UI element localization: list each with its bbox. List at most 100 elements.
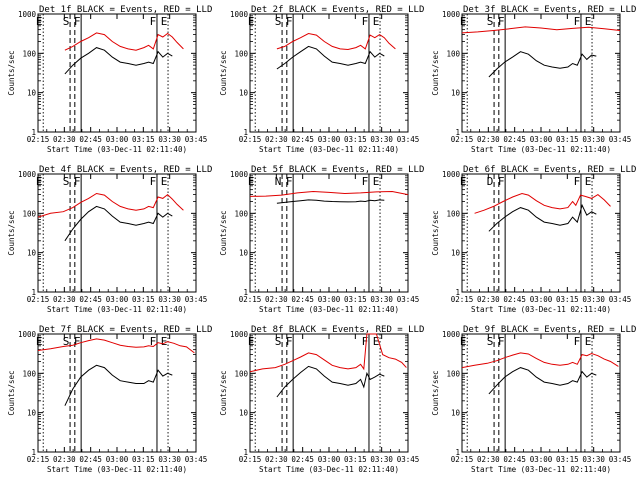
panel-7-ytick-label: 1000 — [18, 330, 37, 339]
panel-3-marker-label: E — [585, 15, 592, 28]
panel-1-title: Det 1f BLACK = Events, RED = LLD — [39, 5, 212, 15]
panel-1-xtick-label: 03:00 — [106, 135, 129, 144]
panel-6-marker-label: D — [487, 175, 494, 188]
panel-5-marker-label: F — [362, 175, 369, 188]
panel-6-events-line — [488, 203, 597, 232]
panel-8-xtick-label: 03:00 — [318, 455, 341, 464]
panel-6-marker-label: E — [585, 175, 592, 188]
panel-4-marker-label: F — [150, 175, 157, 188]
panel-7-xtick-label: 03:45 — [185, 455, 208, 464]
panel-3-xtick-label: 03:15 — [556, 135, 579, 144]
panel-7-ylabel: Counts/sec — [7, 370, 16, 415]
panel-1-ylabel: Counts/sec — [7, 50, 16, 95]
panel-4-ytick-label: 1 — [31, 288, 36, 297]
panel-2-marker-label: E — [373, 15, 380, 28]
panel-1-xtick-label: 03:30 — [158, 135, 181, 144]
panel-5-ytick-label: 1000 — [230, 170, 249, 179]
panel-6-marker-label: F — [498, 175, 505, 188]
panel-4-ytick-label: 100 — [22, 209, 36, 218]
panel-3-ylabel: Counts/sec — [431, 50, 440, 95]
panel-7-xtick-label: 02:45 — [79, 455, 102, 464]
panel-6-xtick-label: 03:45 — [609, 295, 632, 304]
panel-7-ytick-label: 100 — [22, 369, 36, 378]
panel-3-ytick-label: 1 — [455, 128, 460, 137]
panel-4-ytick-label: 1000 — [18, 170, 37, 179]
panel-3-marker-label: F — [574, 15, 581, 28]
panel-7-ytick-label: 10 — [27, 409, 37, 418]
panel-7-xtick-label: 03:00 — [106, 455, 129, 464]
panel-9-marker-label: E — [585, 335, 592, 348]
panel-5-ytick-label: 10 — [239, 249, 249, 258]
panel-8-marker-label: E — [373, 335, 380, 348]
panel-1-marker-label: S — [63, 15, 70, 28]
panel-2-frame — [249, 13, 409, 133]
panel-9-frame — [461, 333, 621, 453]
panel-5-marker-label: E — [248, 175, 255, 188]
panel-6-xtick-label: 02:15 — [451, 295, 474, 304]
panel-7-marker-label: S — [63, 335, 70, 348]
panel-4-ytick-label: 10 — [27, 249, 37, 258]
panel-3-lld-line — [461, 26, 621, 34]
panel-1-xtick-label: 03:15 — [132, 135, 155, 144]
panel-9-marker-label: S — [487, 335, 494, 348]
panel-7-xtick-label: 03:15 — [132, 455, 155, 464]
panel-4-xtick-label: 02:45 — [79, 295, 102, 304]
panel-2-marker-label: F — [362, 15, 369, 28]
panel-5-ytick-label: 100 — [234, 209, 248, 218]
panel-7-frame — [37, 333, 197, 453]
panel-1-xlabel: Start Time (03-Dec-11 02:11:40) — [47, 145, 187, 154]
panel-9-xlabel: Start Time (03-Dec-11 02:11:40) — [471, 465, 611, 474]
panel-8-marker-label: S — [275, 335, 282, 348]
panel-9-title: Det 9f BLACK = Events, RED = LLD — [463, 325, 636, 335]
panel-9-xtick-label: 02:45 — [503, 455, 526, 464]
panel-8-marker-label: F — [286, 335, 293, 348]
panel-2-ytick-label: 1 — [243, 128, 248, 137]
panel-1-lld-line — [64, 32, 184, 51]
panel-8-marker-label: E — [248, 335, 255, 348]
panel-9-xtick-label: 03:00 — [530, 455, 553, 464]
panel-3-xtick-label: 02:45 — [503, 135, 526, 144]
panel-2-marker-label: S — [275, 15, 282, 28]
panel-1-ytick-label: 1 — [31, 128, 36, 137]
panel-4-xtick-label: 02:15 — [27, 295, 50, 304]
panel-1-marker-label: F — [150, 15, 157, 28]
panel-5-xtick-label: 02:15 — [239, 295, 262, 304]
panel-2-xlabel: Start Time (03-Dec-11 02:11:40) — [259, 145, 399, 154]
panel-9-xtick-label: 02:30 — [477, 455, 500, 464]
panel-3-xtick-label: 03:30 — [582, 135, 605, 144]
panel-8-xtick-label: 02:30 — [265, 455, 288, 464]
panel-1-ytick-label: 100 — [22, 49, 36, 58]
panel-9-ytick-label: 1000 — [442, 330, 461, 339]
panel-1-xtick-label: 02:15 — [27, 135, 50, 144]
panel-3-ytick-label: 1000 — [442, 10, 461, 19]
panel-6-title: Det 6f BLACK = Events, RED = LLD — [463, 165, 636, 175]
panel-8-xtick-label: 02:15 — [239, 455, 262, 464]
panel-9-ytick-label: 100 — [446, 369, 460, 378]
panel-4-xlabel: Start Time (03-Dec-11 02:11:40) — [47, 305, 187, 314]
panel-2-xtick-label: 03:00 — [318, 135, 341, 144]
panel-7-ytick-label: 1 — [31, 448, 36, 457]
panel-5-marker-label: N — [275, 175, 282, 188]
panel-4-ylabel: Counts/sec — [7, 210, 16, 255]
panel-6-xtick-label: 03:00 — [530, 295, 553, 304]
panel-1-frame — [37, 13, 197, 133]
panel-4-xtick-label: 02:30 — [53, 295, 76, 304]
panel-3-title: Det 3f BLACK = Events, RED = LLD — [463, 5, 636, 15]
panel-6-xtick-label: 02:30 — [477, 295, 500, 304]
panel-5-xlabel: Start Time (03-Dec-11 02:11:40) — [259, 305, 399, 314]
panel-9-marker-label: F — [574, 335, 581, 348]
panel-2-xtick-label: 03:45 — [397, 135, 420, 144]
panel-1-marker-label: E — [161, 15, 168, 28]
panel-4-xtick-label: 03:30 — [158, 295, 181, 304]
panel-4-marker-label: S — [63, 175, 70, 188]
panel-8-ytick-label: 10 — [239, 409, 249, 418]
panel-3-xtick-label: 02:30 — [477, 135, 500, 144]
panel-3-ytick-label: 10 — [451, 89, 461, 98]
panel-1-marker-label: F — [74, 15, 81, 28]
panel-8-frame — [249, 333, 409, 453]
panel-5-xtick-label: 02:30 — [265, 295, 288, 304]
panel-6-frame — [461, 173, 621, 293]
panel-1-ytick-label: 10 — [27, 89, 37, 98]
panel-6-ylabel: Counts/sec — [431, 210, 440, 255]
